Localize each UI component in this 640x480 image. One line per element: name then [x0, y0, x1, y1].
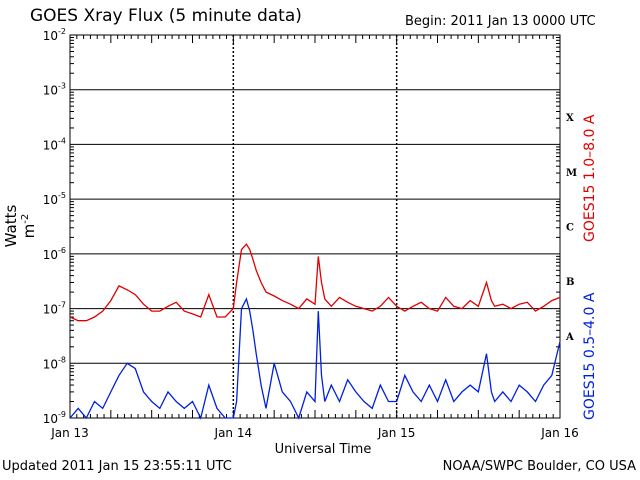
series-label-long: GOES15 1.0–8.0 A — [582, 114, 598, 242]
begin-time: Begin: 2011 Jan 13 0000 UTC — [405, 14, 596, 29]
flare-class-label: C — [566, 223, 574, 234]
y-tick-label: 10-3 — [43, 82, 66, 98]
x-axis-title: Universal Time — [274, 442, 372, 457]
flare-class-label: B — [566, 277, 574, 288]
page-title: GOES Xray Flux (5 minute data) — [30, 6, 302, 26]
plot-frame — [69, 34, 561, 419]
y-tick-label: 10-8 — [43, 355, 66, 371]
y-tick-label: 10-4 — [43, 136, 66, 152]
x-tick-label: Jan 14 — [214, 426, 253, 440]
series-label-short: GOES15 0.5–4.0 A — [582, 292, 598, 420]
updated-timestamp: Updated 2011 Jan 15 23:55:11 UTC — [2, 459, 232, 474]
flare-class-label: M — [566, 168, 577, 179]
y-tick-label: 10-2 — [43, 27, 66, 43]
x-tick-label: Jan 16 — [540, 426, 579, 440]
flare-class-label: X — [566, 113, 574, 124]
x-tick-label: Jan 13 — [50, 426, 89, 440]
x-tick-label: Jan 15 — [377, 426, 416, 440]
series-line-long — [69, 243, 561, 322]
series-line-short — [69, 297, 561, 420]
credit-text: NOAA/SWPC Boulder, CO USA — [442, 459, 636, 474]
y-tick-label: 10-6 — [43, 246, 66, 262]
y-tick-label: 10-7 — [43, 301, 66, 317]
flare-class-label: A — [565, 332, 574, 343]
y-tick-label: 10-9 — [43, 410, 66, 426]
y-tick-label: 10-5 — [43, 191, 66, 207]
